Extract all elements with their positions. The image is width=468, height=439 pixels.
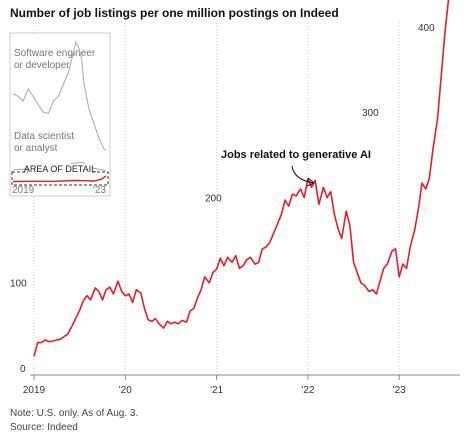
annotation-label: Jobs related to generative AI — [221, 149, 371, 161]
chart-title: Number of job listings per one million p… — [10, 6, 339, 20]
inset-label-data: Data scientist — [14, 131, 74, 142]
footer: Note: U.S. only. As of Aug. 3. Source: I… — [10, 407, 138, 435]
y-tick-label-100: 100 — [10, 279, 27, 290]
y-tick-label-200: 200 — [205, 193, 222, 204]
main-series-line — [33, 0, 450, 357]
inset-label-software: Software engineer — [14, 48, 96, 59]
inset-tick-23: '23 — [93, 185, 106, 196]
x-tick-label-2022: '22 — [301, 385, 314, 396]
x-tick-label-2023: '23 — [393, 385, 406, 396]
x-tick-label-2019: 2019 — [23, 385, 46, 396]
inset-ai-line — [12, 175, 107, 183]
footer-source: Source: Indeed — [10, 422, 78, 433]
footer-note: Note: U.S. only. As of Aug. 3. — [10, 408, 139, 419]
inset-chart: Software engineer or developer Data scie… — [9, 32, 111, 197]
grid-lines — [33, 20, 400, 375]
y-tick-label-300: 300 — [362, 108, 379, 119]
inset-detail-label: AREA OF DETAIL — [24, 164, 96, 174]
x-tick-label-2020: '20 — [119, 385, 132, 396]
x-tick-label-2021: '21 — [210, 385, 223, 396]
y-tick-label-400: 400 — [418, 23, 435, 34]
inset-label-software-2: or developer — [14, 60, 70, 71]
inset-tick-2019: 2019 — [12, 185, 35, 196]
annotation-arrow — [291, 165, 315, 184]
annotation-arrowhead — [306, 177, 315, 187]
y-tick-label-0: 0 — [20, 364, 26, 375]
inset-detail-label-bg — [28, 164, 92, 174]
x-axis-ticks: 2019 '20 '21 '22 '23 — [23, 375, 406, 396]
y-axis-labels: 0 100 200 300 400 — [10, 23, 435, 375]
inset-software-line — [12, 40, 107, 151]
inset-label-data-2: or analyst — [14, 143, 58, 154]
